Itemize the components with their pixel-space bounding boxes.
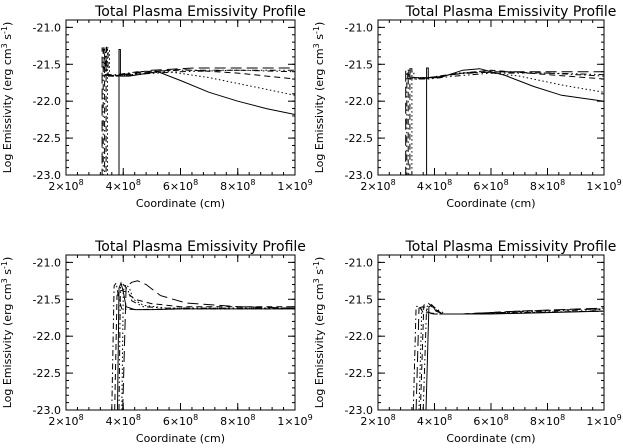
y-tick-label: -22.5 <box>345 367 373 380</box>
chart-panel-4: -21.0 -21.5 -22.0 -22.5 -23.02×108 4×108 6×108… <box>312 239 622 445</box>
x-axis-label: Coordinate (cm) <box>446 197 535 210</box>
series-group <box>97 46 295 175</box>
x-tick-label: 1×109 <box>277 178 312 193</box>
y-tick-label: -21.5 <box>33 293 61 306</box>
series-line-4-dashdot <box>412 305 604 410</box>
y-tick-label: -22.0 <box>345 330 373 343</box>
y-axis-label: Log Emissivity (erg cm3 s-1) <box>0 257 14 409</box>
x-tick-label: 6×108 <box>163 178 198 193</box>
chart-title: Total Plasma Emissivity Profile <box>405 4 617 20</box>
x-tick-label: 8×108 <box>530 178 565 193</box>
x-tick-label: 1×109 <box>277 413 312 428</box>
chart-panel-1: -21.0 -21.5 -22.0 -22.5 -23.02×108 4×108 6×108… <box>0 4 313 210</box>
y-tick-label: -22.5 <box>345 132 373 145</box>
series-line-1-solid <box>420 67 604 175</box>
x-tick-label: 4×108 <box>106 178 141 193</box>
y-axis-label: Log Emissivity (erg cm3 s-1) <box>312 22 327 174</box>
series-group <box>402 67 604 175</box>
series-group <box>111 280 295 410</box>
x-tick-label: 2×108 <box>48 178 83 193</box>
series-line-6-longdash <box>415 306 604 410</box>
series-line-5-dashdotdot <box>118 283 295 410</box>
series-line-4-dashdot <box>111 281 295 410</box>
series-line-5-dashdotdot <box>403 71 604 175</box>
y-axis-label: Log Emissivity (erg cm3 s-1) <box>312 257 327 409</box>
x-tick-label: 1×109 <box>586 413 621 428</box>
x-tick-label: 8×108 <box>220 413 255 428</box>
series-line-5-dashdotdot <box>98 49 295 175</box>
x-tick-label: 1×109 <box>586 178 621 193</box>
y-tick-label: -21.0 <box>345 21 373 34</box>
x-tick-label: 2×108 <box>360 178 395 193</box>
y-tick-label: -23.0 <box>345 404 373 417</box>
series-line-1-solid <box>117 281 295 410</box>
series-line-2-dot <box>99 49 295 175</box>
series-line-2-dot <box>418 306 604 410</box>
x-tick-label: 2×108 <box>48 413 83 428</box>
y-tick-label: -21.0 <box>33 21 61 34</box>
y-tick-label: -22.0 <box>33 330 61 343</box>
chart-title: Total Plasma Emissivity Profile <box>94 4 306 20</box>
plot-frame <box>377 254 605 411</box>
series-line-3-dash <box>405 68 604 175</box>
chart-title: Total Plasma Emissivity Profile <box>94 239 306 255</box>
y-tick-label: -23.0 <box>345 169 373 182</box>
series-line-2-dot <box>121 283 295 410</box>
x-tick-label: 4×108 <box>417 178 452 193</box>
y-tick-label: -23.0 <box>33 169 61 182</box>
plot-frame <box>65 254 296 411</box>
x-axis-label: Coordinate (cm) <box>136 432 225 445</box>
series-line-1-solid <box>97 49 295 175</box>
series-line-3-dash <box>419 302 604 410</box>
y-tick-label: -21.0 <box>345 256 373 269</box>
y-axis-label: Log Emissivity (erg cm3 s-1) <box>0 22 14 174</box>
series-line-3-dash <box>114 289 295 410</box>
y-tick-label: -22.5 <box>33 132 61 145</box>
series-line-6-longdash <box>97 47 295 175</box>
x-axis-label: Coordinate (cm) <box>136 197 225 210</box>
x-tick-label: 4×108 <box>106 413 141 428</box>
series-group <box>412 302 604 410</box>
chart-panel-2: -21.0 -21.5 -22.0 -22.5 -23.02×108 4×108 6×108… <box>312 4 622 210</box>
x-tick-label: 8×108 <box>220 178 255 193</box>
y-tick-label: -21.5 <box>33 58 61 71</box>
series-line-3-dash <box>99 47 295 175</box>
plot-frame <box>65 19 296 176</box>
series-line-4-dashdot <box>404 69 604 175</box>
x-tick-label: 8×108 <box>530 413 565 428</box>
series-line-5-dashdotdot <box>422 303 604 410</box>
series-line-4-dashdot <box>98 46 295 175</box>
x-tick-label: 6×108 <box>473 413 508 428</box>
y-tick-label: -22.0 <box>345 95 373 108</box>
series-line-1-solid <box>425 304 604 410</box>
y-tick-label: -23.0 <box>33 404 61 417</box>
chart-panel-3: -21.0 -21.5 -22.0 -22.5 -23.02×108 4×108 6×108… <box>0 239 313 445</box>
series-line-6-longdash <box>122 280 295 410</box>
x-tick-label: 6×108 <box>473 178 508 193</box>
y-tick-label: -22.5 <box>33 367 61 380</box>
y-tick-label: -22.0 <box>33 95 61 108</box>
y-tick-label: -21.0 <box>33 256 61 269</box>
series-line-6-longdash <box>402 69 604 175</box>
series-line-2-dot <box>406 71 604 175</box>
y-tick-label: -21.5 <box>345 293 373 306</box>
x-tick-label: 2×108 <box>360 413 395 428</box>
x-tick-label: 6×108 <box>163 413 198 428</box>
x-axis-label: Coordinate (cm) <box>446 432 535 445</box>
chart-title: Total Plasma Emissivity Profile <box>405 239 617 255</box>
y-tick-label: -21.5 <box>345 58 373 71</box>
x-tick-label: 4×108 <box>417 413 452 428</box>
